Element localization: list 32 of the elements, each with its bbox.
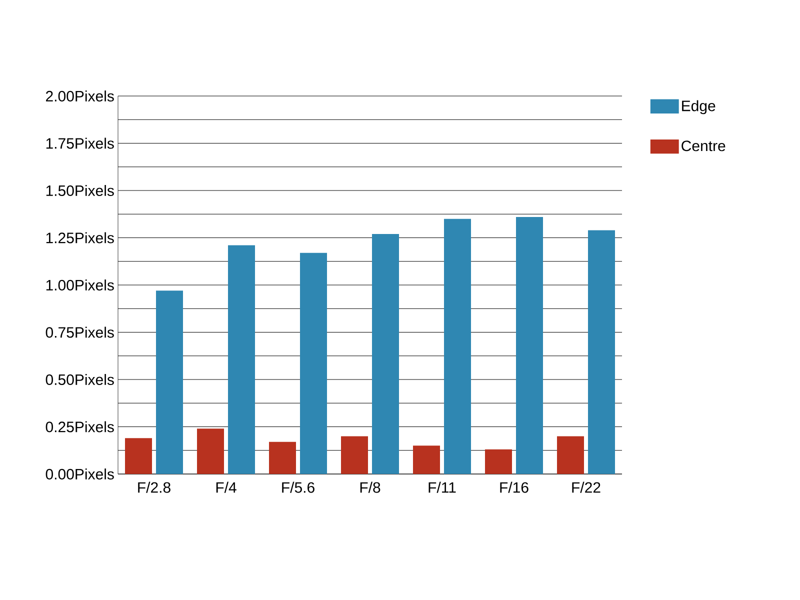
- x-tick-label: F/2.8: [138, 482, 170, 493]
- y-tick-label: 2.00Pixels: [46, 90, 114, 102]
- legend-label: Centre: [682, 140, 726, 152]
- x-tick-label: F/8: [360, 482, 380, 493]
- bar: [269, 442, 296, 474]
- bar: [300, 252, 327, 474]
- bar: [412, 446, 440, 474]
- bar: [444, 218, 471, 474]
- x-tick-label: F/22: [572, 482, 600, 493]
- y-tick-label: 0.25Pixels: [46, 421, 114, 432]
- bar: [556, 436, 584, 474]
- bar: [516, 216, 543, 474]
- x-tick-label: F/5.6: [282, 482, 314, 493]
- y-tick-label: 0.50Pixels: [46, 374, 114, 386]
- y-tick-label: 1.25Pixels: [46, 232, 114, 244]
- bar: [340, 436, 368, 474]
- y-tick-label: 1.00Pixels: [46, 279, 114, 290]
- y-tick-label: 0.75Pixels: [46, 326, 114, 338]
- bar: [125, 438, 152, 474]
- x-tick-label: F/4: [216, 482, 236, 493]
- bar: [484, 449, 512, 474]
- legend-label: Edge: [682, 100, 716, 114]
- bar: [588, 230, 615, 474]
- y-tick-label: 1.50Pixels: [46, 184, 114, 196]
- bar: [372, 234, 399, 474]
- x-tick-label: F/11: [428, 482, 456, 493]
- x-tick-label: F/16: [500, 482, 528, 493]
- bar: [156, 290, 183, 474]
- bar: [228, 245, 255, 474]
- y-tick-label: 1.75Pixels: [46, 138, 114, 149]
- y-tick-label: 0.00Pixels: [46, 468, 114, 480]
- bar: [197, 428, 224, 474]
